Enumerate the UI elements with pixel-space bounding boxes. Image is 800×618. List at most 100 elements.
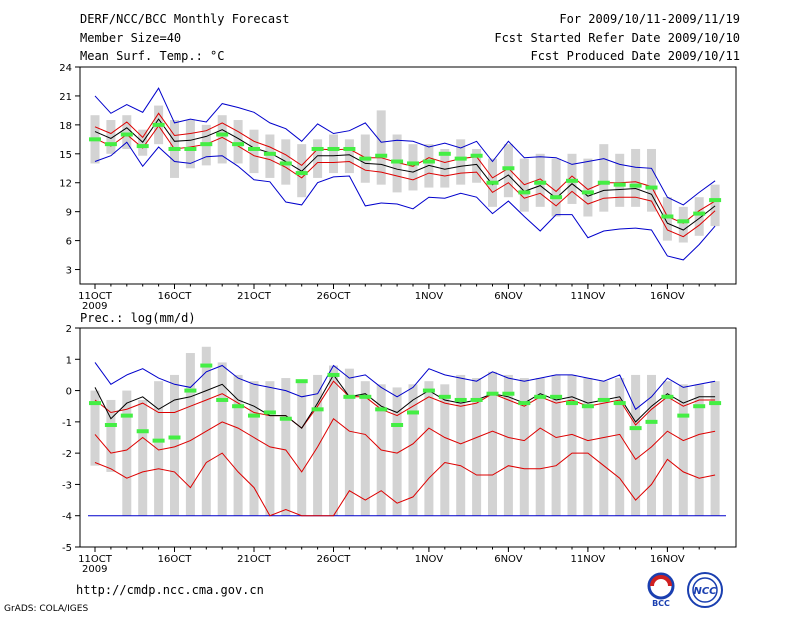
temp-forecast-marker bbox=[391, 159, 404, 164]
prec-forecast-marker bbox=[168, 435, 181, 440]
temp-y-tick-label: 24 bbox=[59, 63, 72, 74]
forecast-produced-date: Fcst Produced Date 2009/10/11 bbox=[530, 49, 740, 63]
temp-forecast-marker bbox=[597, 180, 610, 185]
prec-ensemble-box bbox=[694, 384, 704, 516]
prec-y-tick-label: -1 bbox=[62, 418, 72, 429]
temp-ensemble-box bbox=[106, 120, 116, 154]
prec-forecast-marker bbox=[709, 401, 722, 406]
temp-ensemble-box bbox=[551, 158, 561, 217]
prec-ensemble-box bbox=[583, 378, 593, 516]
prec-ensemble-box bbox=[217, 362, 227, 516]
temp-forecast-marker bbox=[629, 183, 642, 188]
temp-forecast-marker bbox=[248, 146, 260, 151]
bcc-logo-text: BCC bbox=[652, 599, 670, 608]
temp-forecast-marker bbox=[693, 211, 706, 216]
temp-x-tick-label: 11OCT bbox=[78, 291, 113, 302]
prec-x-tick-label: 21OCT bbox=[237, 554, 272, 565]
prec-forecast-marker bbox=[327, 372, 340, 377]
temp-forecast-marker bbox=[311, 146, 324, 151]
prec-ensemble-box bbox=[535, 378, 545, 516]
temp-series-lower-inner bbox=[94, 124, 716, 238]
prec-ensemble-box bbox=[138, 399, 148, 516]
prec-forecast-marker bbox=[422, 388, 435, 393]
temp-series-upper-bound bbox=[94, 87, 716, 206]
temp-ensemble-box bbox=[647, 148, 656, 212]
temp-ensemble-box bbox=[535, 153, 545, 207]
prec-series-lower-inner bbox=[94, 417, 716, 473]
prec-forecast-marker bbox=[502, 391, 515, 396]
ncc-logo-text: NCC bbox=[693, 586, 717, 597]
temp-y-tick-label: 21 bbox=[59, 92, 72, 103]
prec-x-tick-label: 6NOV bbox=[494, 554, 523, 565]
prec-year-label: 2009 bbox=[82, 564, 107, 575]
prec-ensemble-box bbox=[519, 378, 529, 516]
temp-x-tick-label: 16OCT bbox=[158, 291, 193, 302]
temp-ensemble-box bbox=[408, 144, 418, 191]
prec-ensemble-box bbox=[313, 374, 323, 516]
temp-forecast-marker bbox=[661, 214, 674, 219]
temp-ensemble-box bbox=[344, 139, 354, 174]
temp-ensemble-box bbox=[217, 115, 227, 164]
temp-forecast-marker bbox=[327, 146, 340, 151]
prec-forecast-marker bbox=[343, 394, 356, 399]
temp-ensemble-box bbox=[694, 197, 704, 236]
ncc-logo: NCC bbox=[687, 572, 723, 608]
prec-forecast-marker bbox=[407, 410, 419, 415]
prec-ensemble-box bbox=[551, 374, 561, 516]
prec-ensemble-box bbox=[90, 390, 100, 466]
prec-series-upper-bound bbox=[94, 362, 716, 411]
temp-ensemble-box bbox=[631, 148, 641, 207]
prec-x-tick-label: 1NOV bbox=[415, 554, 444, 565]
temp-y-tick-label: 12 bbox=[59, 179, 72, 190]
temp-y-tick-label: 18 bbox=[59, 121, 72, 132]
prec-forecast-marker bbox=[597, 397, 610, 402]
prec-series-upper-inner bbox=[94, 380, 716, 429]
prec-ensemble-box bbox=[185, 353, 195, 516]
prec-y-tick-label: -4 bbox=[62, 512, 72, 523]
temp-forecast-marker bbox=[120, 132, 133, 137]
variable-label: Mean Surf. Temp.: °C bbox=[80, 49, 225, 63]
prec-ensemble-box bbox=[281, 378, 291, 516]
temp-ensemble-box bbox=[710, 184, 720, 227]
prec-ensemble-box bbox=[710, 381, 720, 516]
temp-forecast-marker bbox=[422, 159, 435, 164]
temp-forecast-marker bbox=[613, 182, 626, 187]
temp-ensemble-box bbox=[313, 139, 323, 178]
temp-plot-frame bbox=[79, 66, 737, 285]
temp-forecast-marker bbox=[136, 144, 149, 149]
prec-y-tick-label: 0 bbox=[66, 387, 72, 398]
source-url[interactable]: http://cmdp.ncc.cma.gov.cn bbox=[76, 583, 264, 597]
temp-ensemble-box bbox=[503, 144, 513, 198]
temp-x-tick-label: 11NOV bbox=[571, 291, 606, 302]
prec-ensemble-box bbox=[344, 368, 354, 516]
prec-forecast-marker bbox=[391, 422, 404, 427]
prec-series-lower-bound bbox=[94, 452, 716, 517]
prec-forecast-marker bbox=[104, 422, 117, 427]
prec-ensemble-box bbox=[488, 371, 497, 516]
temp-ensemble-box bbox=[599, 144, 609, 212]
temp-forecast-marker bbox=[152, 122, 165, 127]
prec-ensemble-box bbox=[233, 374, 243, 516]
prec-forecast-marker bbox=[248, 413, 260, 418]
prec-x-tick-label: 16OCT bbox=[158, 554, 193, 565]
temp-year-label: 2009 bbox=[82, 301, 107, 312]
temp-forecast-marker bbox=[502, 166, 515, 171]
temp-forecast-marker bbox=[89, 137, 101, 142]
temp-forecast-marker bbox=[184, 146, 197, 151]
prec-ensemble-box bbox=[647, 374, 656, 516]
prec-x-tick-label: 11NOV bbox=[571, 554, 606, 565]
prec-x-tick-label: 26OCT bbox=[317, 554, 352, 565]
temp-ensemble-box bbox=[440, 148, 450, 188]
prec-forecast-marker bbox=[232, 404, 245, 409]
prec-ensemble-box bbox=[265, 381, 275, 516]
temp-forecast-marker bbox=[359, 156, 372, 161]
prec-forecast-marker bbox=[550, 394, 563, 399]
temp-y-tick-label: 3 bbox=[66, 266, 72, 277]
temp-ensemble-box bbox=[249, 129, 259, 174]
temp-forecast-marker bbox=[470, 153, 483, 158]
temp-series-ensemble-mean bbox=[94, 118, 716, 231]
temp-forecast-marker bbox=[263, 151, 276, 156]
prec-y-tick-label: 2 bbox=[66, 324, 72, 335]
prec-series-ensemble-mean bbox=[94, 373, 716, 429]
prec-ensemble-box bbox=[408, 384, 418, 516]
